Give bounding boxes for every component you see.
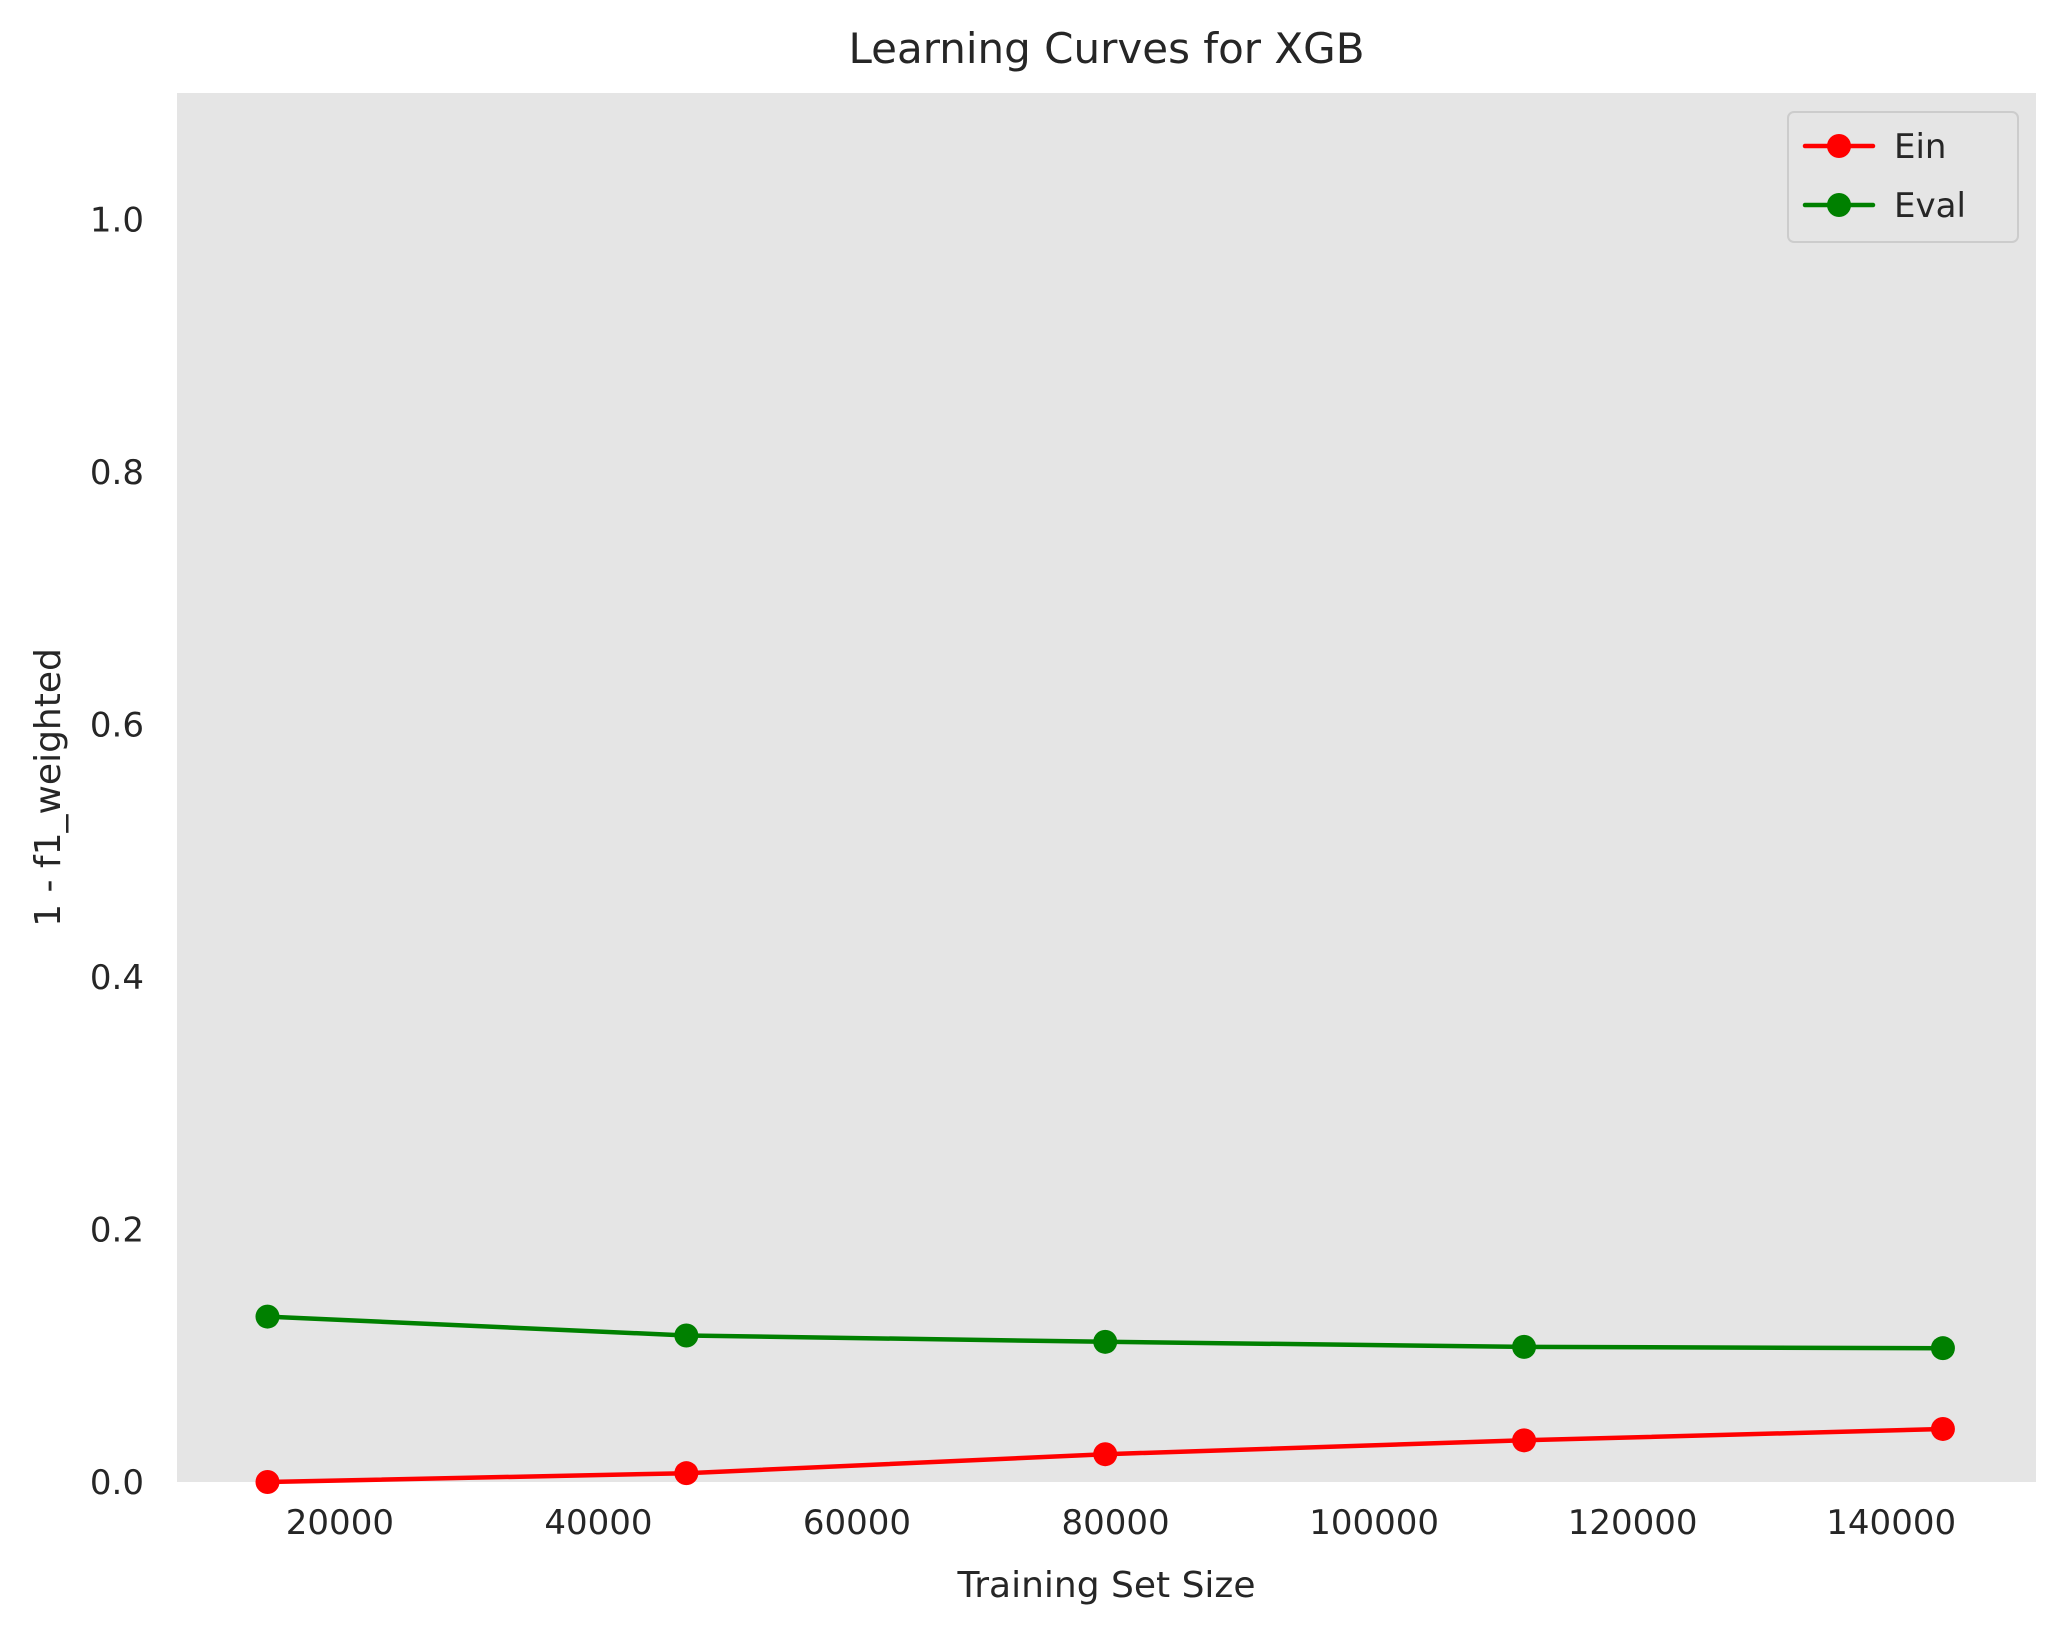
data-point-1-4 [1930, 1336, 1955, 1361]
y-tick-label: 0.2 [90, 1210, 144, 1250]
data-point-0-1 [674, 1461, 699, 1486]
x-axis-ticks: 20000 40000 60000 80000 100000 120000 140000 [286, 1503, 1956, 1543]
data-point-1-2 [1093, 1329, 1118, 1354]
x-tick-label: 80000 [1061, 1503, 1169, 1543]
y-tick-label: 0.0 [90, 1463, 144, 1503]
plot-area [177, 93, 2036, 1482]
x-tick-label: 100000 [1309, 1503, 1439, 1543]
legend: Ein Eval [1787, 111, 2019, 243]
x-tick-label: 20000 [286, 1503, 394, 1543]
y-tick-label: 0.6 [90, 705, 144, 745]
x-tick-label: 40000 [544, 1503, 652, 1543]
data-point-1-1 [674, 1323, 699, 1348]
x-axis-label: Training Set Size [957, 1565, 1256, 1606]
x-tick-label: 60000 [803, 1503, 911, 1543]
x-tick-label: 120000 [1568, 1503, 1698, 1543]
y-axis-ticks: 0.0 0.2 0.4 0.6 0.8 1.0 [90, 200, 144, 1503]
chart-title: Learning Curves for XGB [848, 24, 1364, 73]
y-tick-label: 0.8 [90, 453, 144, 493]
data-point-1-0 [255, 1304, 280, 1329]
data-point-0-3 [1512, 1428, 1537, 1453]
y-axis-label: 1 - f1_weighted [28, 648, 69, 927]
legend-label-0: Ein [1894, 127, 1946, 167]
data-point-0-0 [255, 1470, 280, 1494]
legend-marker-1 [1827, 193, 1851, 217]
series-layer [255, 1304, 1955, 1494]
y-tick-label: 0.4 [90, 958, 144, 998]
legend-label-1: Eval [1894, 186, 1966, 226]
legend-marker-0 [1827, 134, 1851, 158]
y-tick-label: 1.0 [90, 200, 144, 240]
x-tick-label: 140000 [1826, 1503, 1956, 1543]
data-point-0-2 [1093, 1442, 1118, 1467]
data-point-1-3 [1512, 1334, 1537, 1359]
data-point-0-4 [1930, 1416, 1955, 1441]
